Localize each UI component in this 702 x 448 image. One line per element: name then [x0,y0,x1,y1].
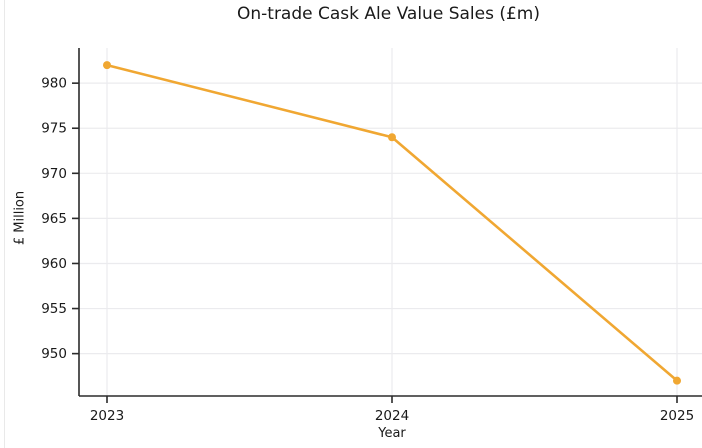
data-point [673,376,681,385]
data-point [103,61,111,70]
y-tick-label: 960 [41,256,67,272]
x-tick-label: 2023 [90,408,124,424]
data-point [388,133,396,142]
x-tick-label: 2025 [660,408,694,424]
y-tick-label: 980 [41,76,67,92]
y-tick-label: 975 [41,121,67,137]
y-tick-label: 950 [41,346,67,362]
y-tick-label: 970 [41,166,67,182]
x-axis-label: Year [378,426,406,441]
y-tick-label: 965 [41,211,67,227]
x-tick-label: 2024 [375,408,409,424]
y-tick-label: 955 [41,301,67,317]
chart-title: On-trade Cask Ale Value Sales (£m) [236,4,540,24]
